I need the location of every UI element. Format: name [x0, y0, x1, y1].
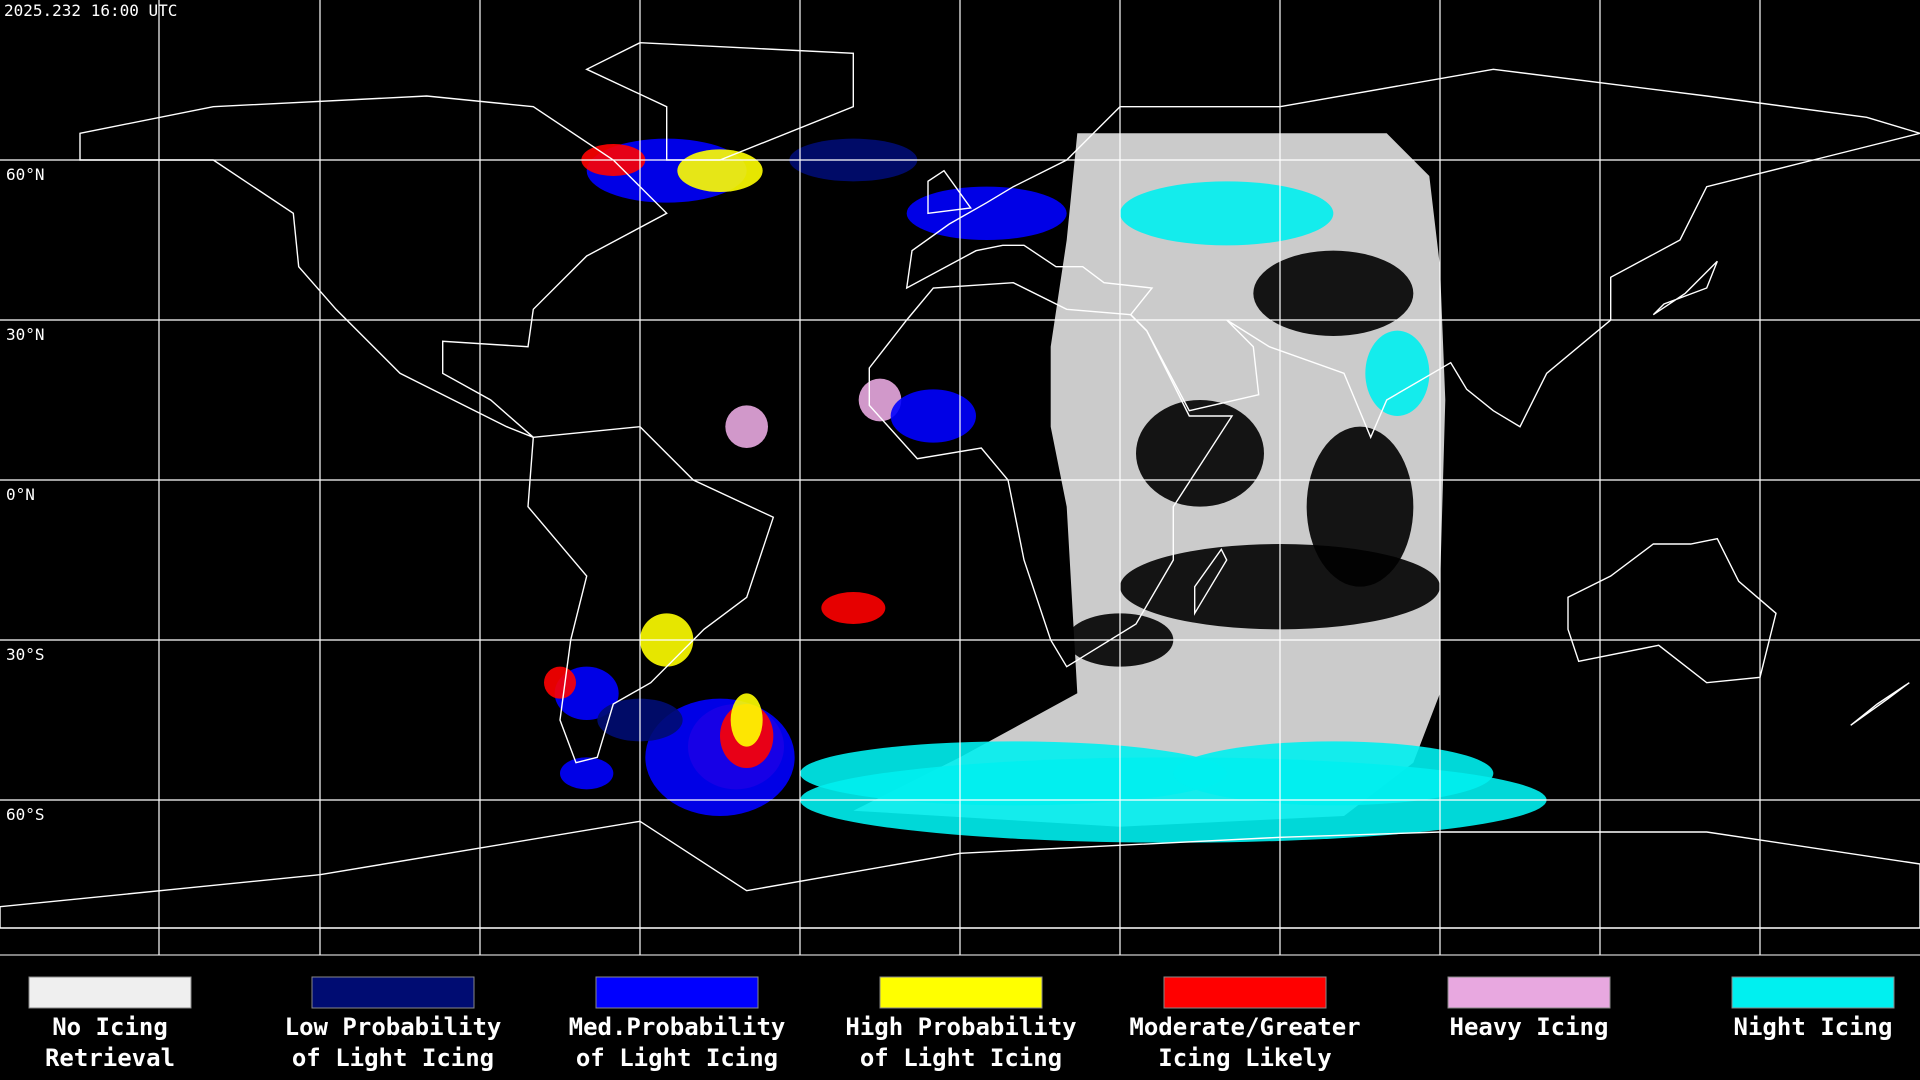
cloud-region	[800, 741, 1227, 806]
cloud-region	[677, 149, 763, 193]
cloud-region	[730, 693, 763, 747]
cloud-region	[1365, 330, 1430, 417]
legend-label: of Light Icing	[576, 1044, 778, 1072]
cloud-region	[890, 389, 976, 443]
cloud-region	[544, 666, 576, 699]
legend-swatch	[1447, 976, 1611, 1009]
coastline	[1567, 537, 1777, 684]
latitude-label: 0°N	[6, 485, 35, 504]
coastline	[1850, 682, 1910, 726]
cloud-region	[1173, 741, 1494, 806]
latitude-label: 30°S	[6, 645, 45, 664]
legend-label: High Probability	[845, 1013, 1076, 1041]
cloud-region	[1120, 181, 1334, 246]
coastline	[585, 41, 854, 161]
legend-label: Med.Probability	[569, 1013, 786, 1041]
coastline	[868, 281, 1234, 668]
coastline	[79, 95, 668, 438]
legend-label: of Light Icing	[292, 1044, 494, 1072]
legend-label: Low Probability	[285, 1013, 502, 1041]
legend-swatch	[1163, 976, 1327, 1009]
cloud-region	[725, 405, 769, 448]
timestamp: 2025.232 16:00 UTC	[4, 1, 177, 20]
legend-label: No Icing	[52, 1013, 168, 1041]
legend-label: Moderate/Greater	[1129, 1013, 1360, 1041]
cloud-region	[821, 592, 886, 624]
legend-swatch	[311, 976, 475, 1009]
latitude-label: 60°N	[6, 165, 45, 184]
legend-label: of Light Icing	[860, 1044, 1062, 1072]
legend: No Icing Retrieval Low Probability of Light…	[28, 976, 1895, 1072]
legend-swatch	[879, 976, 1043, 1009]
legend-swatch	[1731, 976, 1895, 1009]
cloud-region	[1253, 250, 1414, 336]
legend-label: Icing Likely	[1158, 1044, 1331, 1072]
legend-label: Heavy Icing	[1450, 1013, 1609, 1041]
legend-swatch	[595, 976, 759, 1009]
coastline	[1194, 547, 1228, 616]
legend-label: Night Icing	[1734, 1013, 1893, 1041]
latitude-label: 60°S	[6, 805, 45, 824]
latitude-label: 30°N	[6, 325, 45, 344]
cloud-region	[1306, 426, 1414, 587]
coastline	[927, 169, 972, 215]
legend-label: Retrieval	[45, 1044, 175, 1072]
cloud-region	[560, 757, 614, 790]
coastline	[1652, 260, 1718, 316]
graticule	[0, 0, 1920, 955]
legend-swatch	[28, 976, 192, 1009]
coastline	[527, 425, 775, 764]
coastline	[905, 68, 1920, 440]
